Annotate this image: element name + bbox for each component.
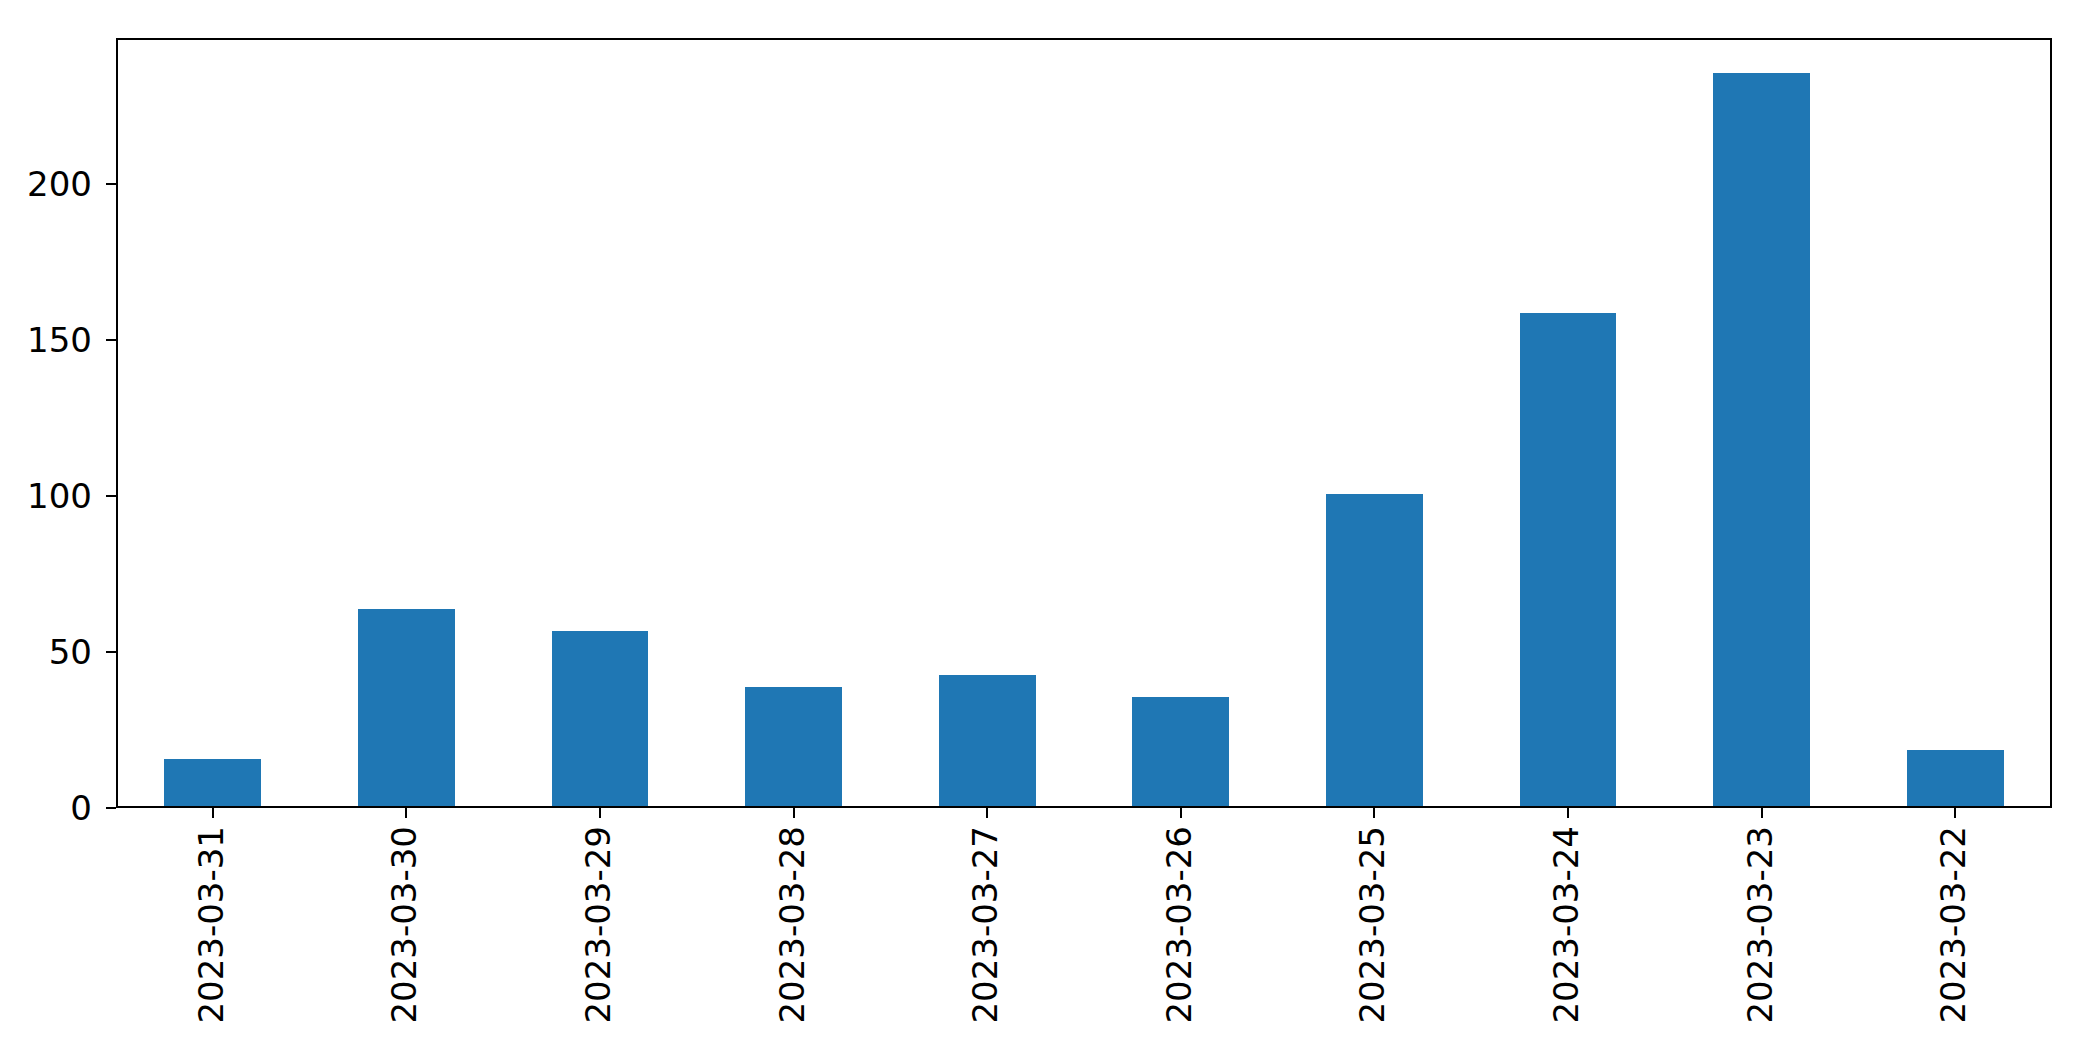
x-tick-label: 2023-03-29 (581, 826, 615, 1024)
y-tick-mark (106, 183, 116, 185)
x-tick-label: 2023-03-30 (387, 826, 421, 1024)
x-tick-label: 2023-03-24 (1549, 826, 1583, 1024)
bar (164, 759, 261, 806)
bar (1713, 73, 1810, 806)
y-tick-label: 200 (4, 167, 92, 201)
x-tick-mark (1373, 808, 1375, 818)
plot-area (116, 38, 2052, 808)
x-tick-mark (405, 808, 407, 818)
y-tick-mark (106, 651, 116, 653)
x-tick-mark (793, 808, 795, 818)
x-tick-label: 2023-03-23 (1743, 826, 1777, 1024)
bar (1907, 750, 2004, 806)
bar (358, 609, 455, 806)
bar (745, 687, 842, 806)
y-tick-mark (106, 339, 116, 341)
x-tick-mark (212, 808, 214, 818)
x-tick-mark (1180, 808, 1182, 818)
y-tick-label: 100 (4, 479, 92, 513)
x-tick-mark (986, 808, 988, 818)
x-tick-label: 2023-03-22 (1936, 826, 1970, 1024)
y-tick-label: 150 (4, 323, 92, 357)
bar-chart-figure: 0 50 100 150 200 2023-03-31 2023-03-30 2023-03… (0, 0, 2093, 1061)
x-tick-label: 2023-03-25 (1355, 826, 1389, 1024)
x-tick-label: 2023-03-31 (194, 826, 228, 1024)
bar (1520, 313, 1617, 806)
bar (939, 675, 1036, 806)
x-tick-mark (599, 808, 601, 818)
x-tick-label: 2023-03-26 (1162, 826, 1196, 1024)
x-tick-mark (1954, 808, 1956, 818)
y-tick-label: 50 (4, 635, 92, 669)
bar (552, 631, 649, 806)
y-tick-mark (106, 495, 116, 497)
y-tick-label: 0 (4, 791, 92, 825)
x-tick-mark (1567, 808, 1569, 818)
bar (1132, 697, 1229, 806)
y-tick-mark (106, 807, 116, 809)
x-tick-label: 2023-03-27 (968, 826, 1002, 1024)
bar (1326, 494, 1423, 806)
x-tick-label: 2023-03-28 (775, 826, 809, 1024)
x-tick-mark (1761, 808, 1763, 818)
